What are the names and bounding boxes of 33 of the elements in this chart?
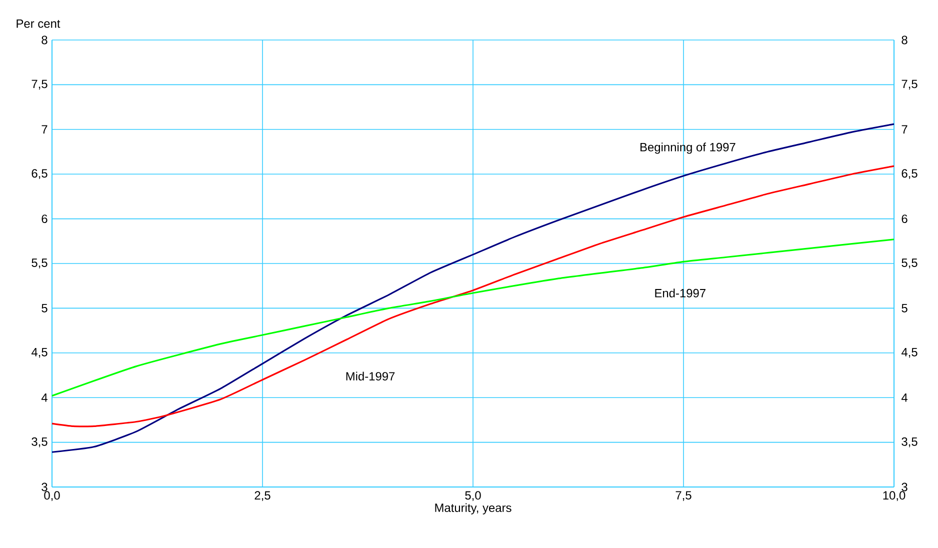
y2-tick-label: 6,5 [902,169,918,180]
text: Mid-1997 [346,372,395,381]
y-tick-label: 8 [42,36,48,44]
y2-tick-label: 4,5 [901,348,918,358]
line-series [51,123,895,453]
y2-tick-label: 7 [902,125,908,134]
y-tick-label: 5,5 [32,258,48,268]
y-tick-label: 7 [42,125,48,134]
y2-tick-label: 4 [901,393,908,402]
x-tick-label: 2,5 [254,491,270,502]
y-tick-label: 6 [42,214,48,224]
y-tick-label: 5 [42,304,48,312]
y-tick-label: 3,5 [32,437,48,448]
y2-tick-label: 3 [902,482,908,492]
x-tick-label: 7,5 [676,491,692,501]
y2-tick-label: 8 [902,36,908,44]
y-tick-label: 3 [42,482,48,492]
y2-tick-label: 6 [902,214,908,224]
line-series [51,165,895,428]
x-tick-label: 10,0 [883,491,906,502]
y2-tick-label: 7,5 [902,80,918,90]
y2-tick-label: 3,5 [902,437,918,448]
x-tick-label: 0,0 [44,491,60,502]
y-tick-label: 7,5 [32,80,48,90]
x-tick-label: 5,0 [465,491,481,502]
y-tick-label: 4,5 [31,348,48,358]
y-tick-label: 6,5 [32,169,48,180]
line-series [51,238,895,397]
y-axis-title: Per cent [16,19,60,28]
y2-tick-label: 5,5 [902,258,918,268]
y2-tick-label: 5 [902,304,908,312]
x-axis-title: Maturity, years [435,503,512,514]
y-tick-label: 4 [41,393,48,402]
